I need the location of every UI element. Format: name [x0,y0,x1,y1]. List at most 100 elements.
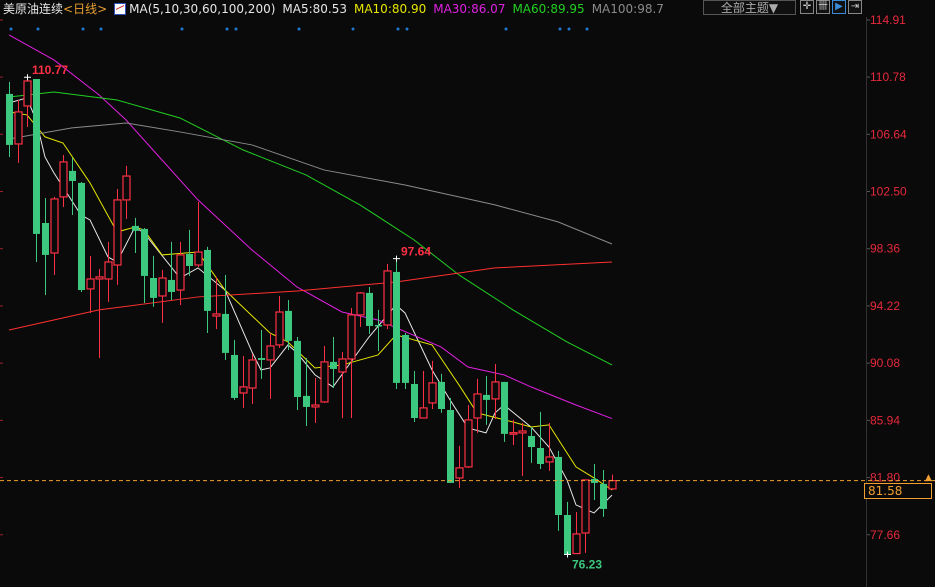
candle-down [600,469,607,517]
candle-body [608,479,617,490]
candle-down [168,241,175,300]
candle-body [402,334,409,383]
ma-line-ma30 [8,34,613,420]
candle-body [222,313,229,353]
candle-body [375,324,382,327]
candle-up [95,269,104,359]
event-marker [504,27,508,31]
y-tick-label: 77.66 [870,528,900,542]
candle-down [402,333,409,389]
ma-params[interactable]: MA(5,10,30,60,100,200) [129,1,276,16]
ma-line-ma100 [8,122,613,245]
candle-up [491,363,500,419]
candle-body [455,467,464,479]
event-marker [567,27,571,31]
candle-down [375,309,382,351]
period-label[interactable]: <日线> [63,2,108,16]
candle-up [419,371,428,419]
candle-body [591,478,598,483]
candle-body [509,432,518,435]
candle-down [42,197,49,296]
candle-up [212,276,221,329]
candle-body [311,404,320,408]
candle-up [113,189,122,285]
candle-up [311,377,320,423]
candle-body [330,361,337,369]
candle-up [248,354,257,404]
ma-line-ma5 [8,97,613,514]
play-icon[interactable]: ▶ [832,0,846,14]
candle-up [455,445,464,488]
candle-body [347,314,356,360]
candle-down [204,246,211,334]
interval-stats-icon[interactable]: 卌 [816,0,830,14]
candle-up [239,355,248,408]
candle-body [285,310,292,341]
candle-up [59,155,68,207]
candle-body [141,228,148,276]
extreme-cross-icon [24,74,31,81]
candle-body [338,358,347,373]
crosshair-icon[interactable]: ✛ [800,0,814,14]
event-marker [180,27,184,31]
candle-down [537,411,544,469]
candle-down [591,464,598,500]
candle-down [132,217,139,253]
candle-body [491,381,500,400]
event-marker [225,27,229,31]
candle-body [248,359,257,389]
candle-body [258,358,265,360]
event-marker [297,27,301,31]
candle-body [483,394,490,400]
candle-body [104,261,113,280]
candle-body [212,313,221,317]
candle-body [50,198,59,254]
event-marker [9,27,13,31]
y-tick-label: 94.22 [870,299,900,313]
candle-up [194,201,203,267]
candle-down [501,381,508,442]
candle-down [366,286,373,334]
candle-body [419,407,428,419]
y-tick-label: 102.50 [870,184,907,198]
candle-down [564,501,571,555]
candle-body [303,395,310,407]
y-tick-label: 85.94 [870,413,900,427]
y-tick-label: 110.78 [870,70,906,84]
candle-down [186,229,193,276]
candle-body [428,382,437,404]
candle-down [555,450,562,531]
candle-up [545,422,554,471]
ma-indicator-icon[interactable] [114,2,127,15]
candle-body [411,383,418,418]
candle-body [600,483,607,509]
candle-up [428,360,437,410]
candle-up [347,307,356,418]
candle-up [473,378,482,433]
theme-dropdown-button[interactable]: 全部主题▼ [703,0,796,15]
candle-body [186,253,193,266]
candle-body [113,199,122,266]
candle-body [122,175,131,201]
candle-down [141,227,148,304]
ma100-value: MA100:98.7 [591,1,664,16]
candle-body [518,430,527,434]
candle-body [501,381,508,434]
candle-body [176,254,185,291]
candle-down [150,255,157,307]
candle-up [464,405,473,468]
event-marker [558,27,562,31]
candle-body [239,386,248,394]
candle-body [6,93,13,145]
exit-icon[interactable]: ⇥ [848,0,862,14]
candle-body [581,479,590,534]
symbol-name[interactable]: 美原油连续 [3,2,64,16]
ma5-value: MA5:80.53 [282,1,347,16]
event-marker [81,27,85,31]
event-marker [585,27,589,31]
candle-body [194,251,203,266]
candle-body [572,533,581,555]
candle-up [338,351,347,418]
high-price-label: 110.77 [32,63,68,77]
